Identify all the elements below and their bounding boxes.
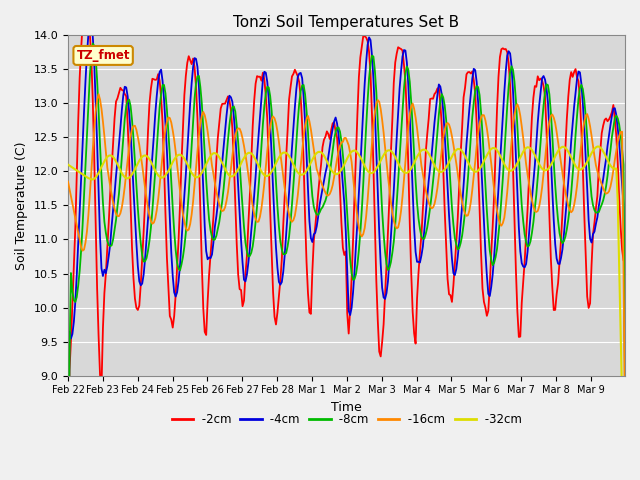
Text: TZ_fmet: TZ_fmet: [76, 49, 130, 62]
Y-axis label: Soil Temperature (C): Soil Temperature (C): [15, 141, 28, 270]
Legend:  -2cm,  -4cm,  -8cm,  -16cm,  -32cm: -2cm, -4cm, -8cm, -16cm, -32cm: [167, 408, 526, 431]
Title: Tonzi Soil Temperatures Set B: Tonzi Soil Temperatures Set B: [234, 15, 460, 30]
X-axis label: Time: Time: [331, 401, 362, 414]
